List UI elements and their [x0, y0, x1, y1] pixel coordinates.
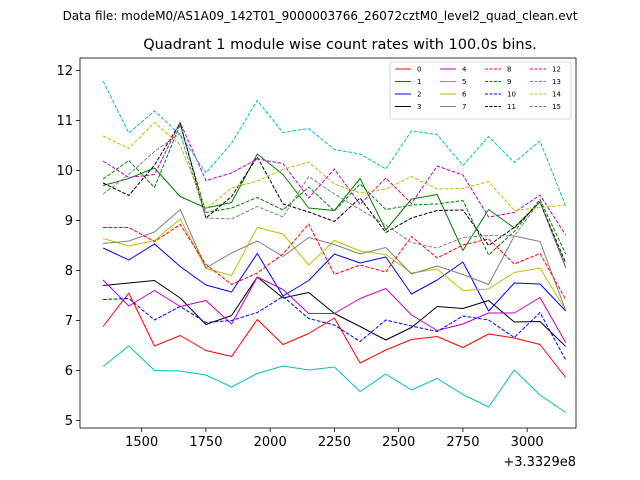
- x-axis: 1500 1750 2000 2250 2500 2750 3000: [125, 428, 544, 450]
- x-tick-label: 3000: [511, 435, 544, 450]
- series-line-6: [102, 218, 567, 311]
- legend-label-8: 8: [507, 66, 511, 74]
- series-line-13: [102, 80, 567, 207]
- series-line-14: [102, 122, 566, 211]
- x-tick-label: 1500: [125, 435, 158, 450]
- legend-label-1: 1: [417, 78, 421, 86]
- legend-label-14: 14: [552, 91, 561, 99]
- plot-frame: [79, 57, 577, 429]
- plot-lines: [102, 80, 567, 413]
- y-tick-label: 12: [56, 64, 73, 79]
- y-tick-label: 6: [65, 364, 73, 379]
- legend-label-11: 11: [507, 103, 516, 111]
- legend-label-2: 2: [417, 91, 421, 99]
- series-line-15: [102, 133, 567, 267]
- x-tick-label: 1750: [189, 435, 222, 450]
- legend-label-12: 12: [552, 66, 561, 74]
- y-tick-label: 9: [65, 214, 73, 229]
- x-offset-label: +3.3329e8: [503, 455, 576, 470]
- series-line-2: [102, 243, 567, 312]
- series-line-12: [102, 122, 567, 236]
- x-tick-label: 2500: [382, 435, 415, 450]
- series-line-8: [103, 223, 567, 300]
- legend-label-7: 7: [462, 103, 466, 111]
- series-line-0: [102, 292, 567, 378]
- y-tick-label: 5: [65, 414, 73, 429]
- series-line-7: [103, 209, 567, 311]
- legend-label-13: 13: [552, 78, 561, 86]
- y-tick-label: 10: [56, 164, 73, 179]
- x-tick-label: 2750: [446, 435, 479, 450]
- series-line-10: [103, 296, 567, 361]
- chart-title: Quadrant 1 module wise count rates with …: [143, 37, 537, 53]
- series-line-4: [102, 276, 567, 343]
- legend-label-5: 5: [462, 78, 466, 86]
- legend-label-0: 0: [417, 66, 421, 74]
- series-line-3: [103, 276, 567, 347]
- legend-label-6: 6: [462, 91, 467, 99]
- legend-label-10: 10: [507, 91, 516, 99]
- legend-label-15: 15: [552, 103, 561, 111]
- y-axis: 5 6 7 8 9 10 11 12: [56, 64, 80, 429]
- legend-label-4: 4: [462, 66, 467, 74]
- series-line-5: [102, 345, 566, 413]
- legend-label-3: 3: [417, 103, 421, 111]
- x-tick-label: 2000: [254, 435, 287, 450]
- legend-label-9: 9: [507, 78, 511, 86]
- series-line-1: [102, 153, 567, 268]
- y-tick-label: 7: [65, 314, 73, 329]
- y-tick-label: 11: [56, 114, 73, 129]
- legend-box: [389, 61, 572, 120]
- x-tick-label: 2250: [318, 435, 351, 450]
- suptitle: Data file: modeM0/AS1A09_142T01_90000037…: [63, 9, 578, 23]
- y-tick-label: 8: [65, 264, 73, 279]
